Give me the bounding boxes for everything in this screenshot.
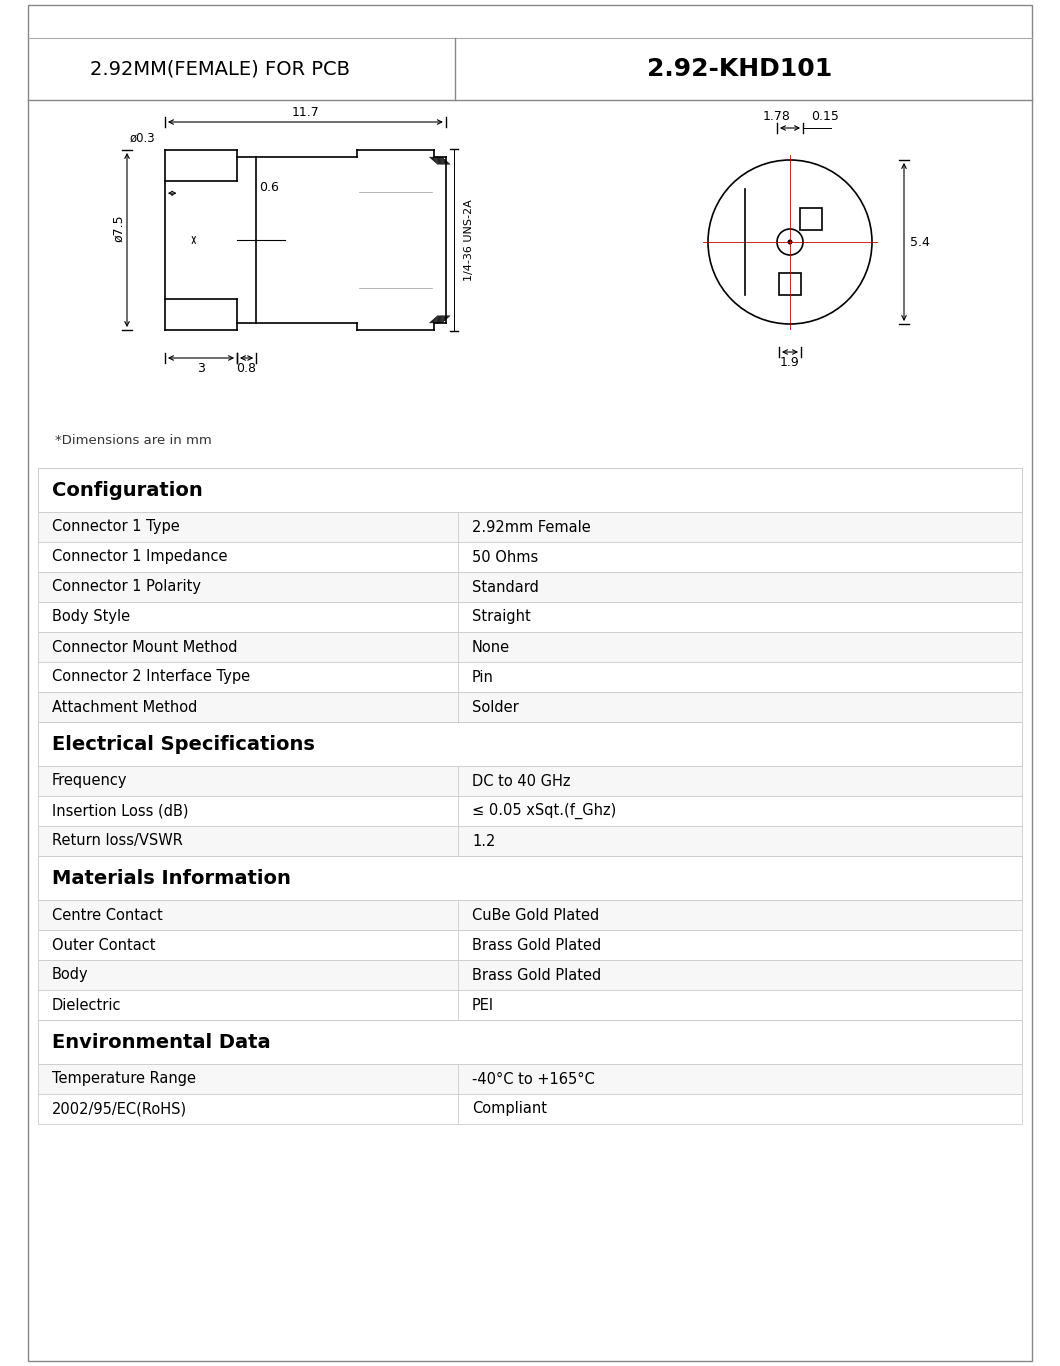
- Text: Compliant: Compliant: [472, 1101, 547, 1116]
- Text: ø7.5: ø7.5: [112, 214, 125, 242]
- Text: Attachment Method: Attachment Method: [52, 699, 197, 714]
- Text: 2.92mm Female: 2.92mm Female: [472, 519, 590, 534]
- Text: 3: 3: [197, 362, 205, 374]
- Text: 0.8: 0.8: [236, 362, 257, 374]
- Text: 0.15: 0.15: [811, 111, 838, 123]
- Bar: [38, 900, 1022, 930]
- Text: Dielectric: Dielectric: [52, 997, 122, 1012]
- Bar: [38, 826, 1022, 856]
- Bar: [38, 542, 1022, 572]
- Text: Straight: Straight: [472, 609, 531, 624]
- Text: Brass Gold Plated: Brass Gold Plated: [472, 967, 601, 982]
- Text: Materials Information: Materials Information: [52, 869, 290, 888]
- Text: 5.4: 5.4: [909, 235, 930, 249]
- Text: Pin: Pin: [472, 669, 494, 684]
- Circle shape: [788, 239, 793, 245]
- Text: PEI: PEI: [472, 997, 494, 1012]
- Text: Return loss/VSWR: Return loss/VSWR: [52, 833, 183, 848]
- Bar: [38, 766, 1022, 796]
- Bar: [38, 572, 1022, 602]
- Text: Connector Mount Method: Connector Mount Method: [52, 639, 237, 654]
- Text: 1/4-36 UNS-2A: 1/4-36 UNS-2A: [464, 199, 474, 281]
- Bar: [38, 469, 1022, 512]
- Text: Environmental Data: Environmental Data: [52, 1033, 270, 1052]
- Bar: [38, 1094, 1022, 1124]
- Text: Configuration: Configuration: [52, 481, 202, 500]
- Bar: [38, 632, 1022, 663]
- Text: 11.7: 11.7: [292, 105, 319, 119]
- Text: Insertion Loss (dB): Insertion Loss (dB): [52, 803, 189, 818]
- Bar: [38, 796, 1022, 826]
- Text: 2.92-KHD101: 2.92-KHD101: [648, 57, 832, 81]
- Bar: [38, 990, 1022, 1020]
- Text: CuBe Gold Plated: CuBe Gold Plated: [472, 907, 599, 922]
- Text: Connector 2 Interface Type: Connector 2 Interface Type: [52, 669, 250, 684]
- Bar: [779, 273, 801, 295]
- Text: Temperature Range: Temperature Range: [52, 1071, 196, 1086]
- Text: Body: Body: [52, 967, 89, 982]
- Bar: [38, 1064, 1022, 1094]
- Text: Connector 1 Type: Connector 1 Type: [52, 519, 180, 534]
- Text: Solder: Solder: [472, 699, 518, 714]
- Text: 2.92MM(FEMALE) FOR PCB: 2.92MM(FEMALE) FOR PCB: [90, 60, 350, 78]
- Bar: [38, 469, 1022, 1124]
- Text: Outer Contact: Outer Contact: [52, 937, 156, 952]
- Text: 50 Ohms: 50 Ohms: [472, 549, 538, 564]
- Bar: [38, 723, 1022, 766]
- Bar: [800, 208, 822, 229]
- Text: ø0.3: ø0.3: [129, 131, 155, 145]
- Text: *Dimensions are in mm: *Dimensions are in mm: [55, 433, 212, 447]
- Text: Brass Gold Plated: Brass Gold Plated: [472, 937, 601, 952]
- Text: None: None: [472, 639, 510, 654]
- Text: Standard: Standard: [472, 579, 538, 594]
- Text: DC to 40 GHz: DC to 40 GHz: [472, 773, 570, 788]
- Text: Body Style: Body Style: [52, 609, 130, 624]
- Bar: [38, 856, 1022, 900]
- Text: 2002/95/EC(RoHS): 2002/95/EC(RoHS): [52, 1101, 188, 1116]
- Bar: [38, 663, 1022, 693]
- Text: Frequency: Frequency: [52, 773, 127, 788]
- Text: Connector 1 Impedance: Connector 1 Impedance: [52, 549, 228, 564]
- Bar: [38, 930, 1022, 960]
- Text: 1.9: 1.9: [780, 355, 800, 369]
- Text: ≤ 0.05 xSqt.(f_Ghz): ≤ 0.05 xSqt.(f_Ghz): [472, 803, 616, 820]
- Bar: [38, 1020, 1022, 1064]
- Text: Electrical Specifications: Electrical Specifications: [52, 735, 315, 754]
- Bar: [38, 960, 1022, 990]
- Text: 1.2: 1.2: [472, 833, 495, 848]
- Text: 1.78: 1.78: [763, 111, 791, 123]
- Bar: [38, 602, 1022, 632]
- Text: Connector 1 Polarity: Connector 1 Polarity: [52, 579, 201, 594]
- Text: -40°C to +165°C: -40°C to +165°C: [472, 1071, 595, 1086]
- Bar: [38, 693, 1022, 723]
- Bar: [38, 512, 1022, 542]
- Text: Centre Contact: Centre Contact: [52, 907, 163, 922]
- Text: 0.6: 0.6: [260, 180, 279, 194]
